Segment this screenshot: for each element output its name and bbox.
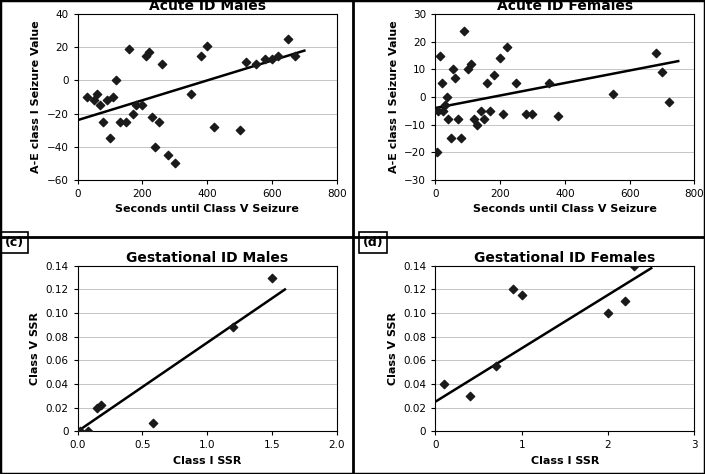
Point: [448, 65, 459, 73]
Point: [482, 80, 493, 87]
Point: [439, 380, 450, 388]
Point: [434, 52, 446, 59]
Point: [459, 27, 470, 35]
Point: [433, 107, 444, 115]
Point: [82, 428, 94, 435]
Point: [266, 274, 278, 282]
Point: [273, 52, 284, 59]
Point: [130, 101, 142, 109]
Title: Acute ID Females: Acute ID Females: [497, 0, 633, 13]
X-axis label: Seconds until Class V Seizure: Seconds until Class V Seizure: [115, 204, 299, 214]
Point: [498, 110, 509, 118]
Point: [650, 49, 661, 56]
Point: [543, 80, 554, 87]
Title: Acute ID Males: Acute ID Males: [149, 0, 266, 13]
Point: [628, 262, 639, 270]
Point: [147, 419, 159, 427]
Point: [185, 90, 197, 98]
Point: [436, 80, 448, 87]
Point: [468, 115, 479, 123]
Point: [510, 80, 522, 87]
Point: [260, 55, 271, 63]
Point: [465, 60, 477, 68]
Point: [608, 91, 619, 98]
Point: [143, 48, 154, 56]
Point: [140, 52, 152, 59]
Point: [441, 93, 452, 101]
Point: [202, 42, 213, 49]
X-axis label: Class I SSR: Class I SSR: [531, 456, 599, 466]
Point: [114, 118, 125, 126]
Point: [169, 159, 180, 167]
Title: Gestational ID Males: Gestational ID Males: [126, 251, 288, 264]
Point: [240, 58, 252, 66]
Point: [82, 93, 93, 101]
Point: [153, 118, 164, 126]
Point: [228, 323, 239, 331]
Point: [283, 35, 294, 43]
Point: [488, 71, 499, 79]
Point: [449, 74, 460, 82]
Title: Gestational ID Females: Gestational ID Females: [474, 251, 656, 264]
Point: [620, 298, 631, 305]
Point: [92, 90, 103, 98]
Point: [98, 118, 109, 126]
Text: (c): (c): [5, 236, 24, 249]
Point: [438, 107, 449, 115]
Point: [490, 363, 501, 370]
Point: [124, 45, 135, 53]
Point: [462, 65, 473, 73]
Point: [602, 310, 613, 317]
Point: [266, 55, 278, 63]
Point: [101, 97, 112, 104]
Point: [94, 101, 106, 109]
Point: [475, 107, 486, 115]
X-axis label: Seconds until Class V Seizure: Seconds until Class V Seizure: [473, 204, 657, 214]
Point: [127, 110, 138, 118]
X-axis label: Class I SSR: Class I SSR: [173, 456, 241, 466]
Point: [75, 428, 86, 435]
Point: [553, 112, 564, 120]
Point: [104, 135, 116, 142]
Y-axis label: Class V SSR: Class V SSR: [388, 312, 398, 385]
Point: [95, 401, 106, 409]
Point: [656, 68, 668, 76]
Point: [478, 115, 489, 123]
Point: [289, 52, 300, 59]
Point: [464, 392, 475, 400]
Point: [121, 118, 132, 126]
Point: [663, 99, 674, 106]
Point: [472, 121, 483, 128]
Point: [431, 148, 443, 156]
Point: [501, 44, 512, 51]
Point: [527, 110, 538, 118]
Point: [516, 292, 527, 299]
Point: [163, 151, 174, 159]
Point: [92, 404, 103, 411]
Point: [484, 107, 496, 115]
Point: [88, 97, 99, 104]
Point: [453, 115, 464, 123]
Point: [520, 110, 532, 118]
Point: [446, 135, 457, 142]
Point: [250, 60, 262, 68]
Text: (d): (d): [362, 236, 384, 249]
Point: [195, 52, 207, 59]
Point: [208, 123, 219, 130]
Point: [147, 113, 158, 121]
Point: [443, 115, 454, 123]
Point: [494, 55, 505, 62]
Point: [439, 101, 450, 109]
Point: [234, 126, 245, 134]
Y-axis label: A-E class I Seizure Value: A-E class I Seizure Value: [31, 21, 41, 173]
Point: [455, 135, 467, 142]
Point: [508, 286, 519, 293]
Point: [137, 101, 148, 109]
Point: [111, 77, 122, 84]
Point: [108, 93, 119, 101]
Y-axis label: A-E class I Seizure Value: A-E class I Seizure Value: [388, 21, 399, 173]
Point: [156, 60, 167, 68]
Y-axis label: Class V SSR: Class V SSR: [30, 312, 40, 385]
Point: [149, 143, 161, 150]
